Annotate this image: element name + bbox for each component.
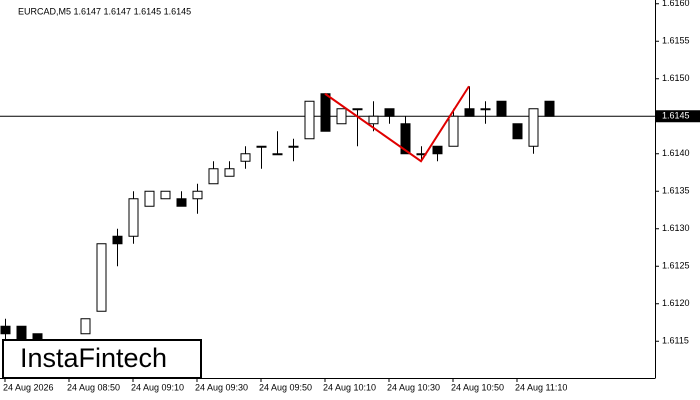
- chart-title: EURCAD,M5 1.6147 1.6147 1.6145 1.6145: [18, 6, 191, 16]
- candle-body: [112, 235, 123, 245]
- y-tick-label: 1.6155: [662, 36, 690, 46]
- price-label-box: [656, 110, 700, 123]
- candle-body: [128, 198, 139, 237]
- candle-body: [512, 123, 523, 140]
- candle-body: [160, 190, 171, 200]
- candle-body: [336, 108, 347, 125]
- y-tick-label: 1.6135: [662, 186, 690, 196]
- candle-body: [240, 153, 251, 162]
- candle-body: [144, 190, 155, 207]
- candle-body: [224, 168, 235, 177]
- x-tick-label: 24 Aug 08:50: [67, 382, 120, 392]
- candle-body: [368, 115, 379, 125]
- candle-body: [272, 153, 283, 156]
- candle-body: [96, 243, 107, 312]
- candle-body: [464, 108, 475, 117]
- x-tick-label: 24 Aug 11:10: [515, 382, 567, 392]
- x-tick-label: 24 Aug 09:10: [131, 382, 184, 392]
- y-tick-label: 1.6115: [662, 336, 689, 346]
- candle-body: [208, 168, 219, 185]
- brand: InstaFintech: [20, 343, 167, 373]
- candle-body: [288, 145, 299, 148]
- candle-body: [0, 325, 11, 335]
- candle-body: [256, 145, 267, 148]
- x-tick-label: 24 Aug 10:10: [323, 382, 376, 392]
- candle-body: [496, 100, 507, 117]
- candle-body: [176, 198, 187, 207]
- y-tick-label: 1.6125: [662, 261, 690, 271]
- brand-box: [2, 339, 202, 379]
- candle-body: [528, 108, 539, 147]
- candle-body: [544, 100, 555, 117]
- candle-body: [448, 115, 459, 147]
- candle-body: [384, 108, 395, 117]
- candle-body: [432, 145, 443, 155]
- y-tick-label: 1.6130: [662, 223, 690, 233]
- candle-body: [480, 108, 491, 111]
- candle-body: [192, 190, 203, 200]
- candle-body: [352, 108, 363, 111]
- y-tick-label: 1.6150: [662, 73, 690, 83]
- y-tick-label: 1.6120: [662, 298, 690, 308]
- x-tick-label: 24 Aug 10:30: [387, 382, 440, 392]
- x-tick-label: 24 Aug 2026: [3, 382, 54, 392]
- candle-body: [320, 93, 331, 132]
- y-tick-label: 1.6160: [662, 0, 690, 8]
- candle-body: [80, 318, 91, 335]
- x-tick-label: 24 Aug 10:50: [451, 382, 504, 392]
- x-tick-label: 24 Aug 09:30: [195, 382, 248, 392]
- pattern-line: [324, 85, 470, 163]
- candle-body: [400, 123, 411, 155]
- candle-body: [304, 100, 315, 140]
- price-label: 1.6145: [662, 111, 690, 121]
- x-tick-label: 24 Aug 09:50: [259, 382, 312, 392]
- y-tick-label: 1.6140: [662, 148, 690, 158]
